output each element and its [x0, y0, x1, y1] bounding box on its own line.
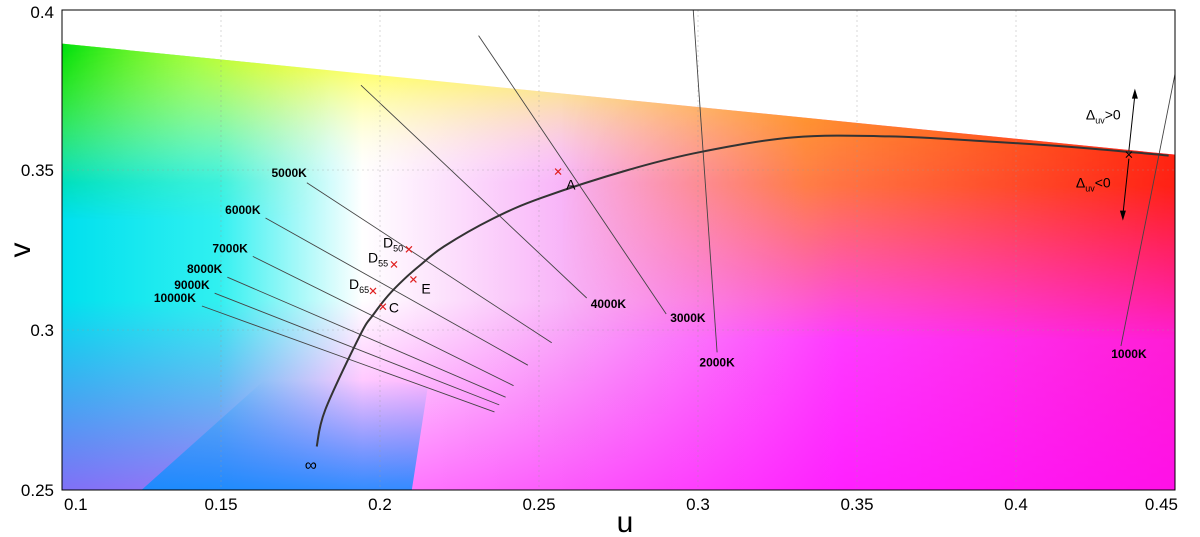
x-tick-label: 0.15 [204, 495, 237, 514]
isotherm-label: 9000K [174, 278, 210, 292]
x-axis-ticks: 0.1 0.15 0.2 0.25 0.3 0.35 0.4 0.45 [64, 495, 1178, 514]
x-tick-label: 0.1 [64, 495, 88, 514]
isotherm-label: 6000K [225, 203, 261, 217]
isotherm-label: 5000K [271, 166, 307, 180]
isotherm-label: 3000K [670, 311, 706, 325]
isotherm-line [227, 276, 506, 398]
x-tick-label: 0.45 [1145, 495, 1178, 514]
duv-arrows: Δuv>0 Δuv<0 [1076, 88, 1138, 221]
duv-positive-arrow [1128, 94, 1136, 151]
isotherm-line [265, 217, 529, 366]
point-marker [390, 260, 398, 268]
isotherm-line [1120, 71, 1175, 347]
isotherm-line [306, 182, 552, 344]
isotherm-line [214, 292, 500, 406]
point-marker [379, 303, 387, 311]
isotherm-label: 7000K [212, 241, 248, 255]
isotherm-line [360, 84, 588, 299]
point-label: C [389, 300, 399, 316]
isotherm-line [478, 35, 667, 315]
isotherm-label: 8000K [187, 262, 223, 276]
point-label: A [566, 177, 576, 193]
point-marker [554, 168, 562, 176]
duv-label: Δuv<0 [1076, 175, 1111, 194]
x-tick-label: 0.3 [686, 495, 710, 514]
grid-lines [62, 10, 1175, 490]
x-tick-label: 0.35 [840, 495, 873, 514]
isotherm-label: 1000K [1111, 347, 1147, 361]
isotherm-label: 10000K [154, 291, 196, 305]
y-tick-label: 0.25 [21, 481, 54, 500]
chromaticity-gamut [62, 43, 1175, 490]
x-tick-label: 0.2 [368, 495, 392, 514]
y-axis-ticks: 0.25 0.3 0.35 0.4 [21, 3, 54, 500]
x-tick-label: 0.4 [1004, 495, 1028, 514]
gamut-blue-shade [141, 362, 428, 490]
duv-label: Δuv>0 [1086, 107, 1121, 126]
y-axis-label: v [4, 243, 37, 258]
y-tick-label: 0.3 [30, 321, 54, 340]
x-axis-label: u [617, 506, 634, 537]
y-tick-label: 0.35 [21, 161, 54, 180]
duv-negative-arrow [1122, 158, 1130, 215]
isotherm-line [692, 10, 718, 353]
planckian-locus [315, 134, 1169, 447]
point-marker [369, 287, 377, 295]
point-marker [409, 276, 417, 283]
point-marker [405, 245, 413, 253]
x-tick-label: 0.25 [522, 495, 555, 514]
duv-center-marker [1125, 151, 1133, 158]
infinity-label: ∞ [305, 455, 317, 474]
point-label: E [421, 280, 430, 296]
plot-frame [61, 9, 1176, 491]
isotherm-label: 4000K [591, 297, 627, 311]
y-tick-label: 0.4 [30, 3, 54, 22]
isotherm-label: 2000K [699, 355, 735, 369]
duv-negative-arrowhead [1119, 210, 1126, 221]
duv-positive-arrowhead [1131, 88, 1138, 99]
isotherm-line [252, 255, 514, 387]
